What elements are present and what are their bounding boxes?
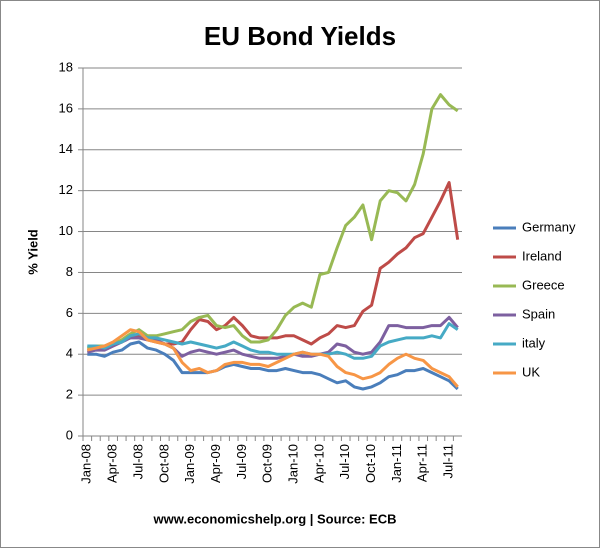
y-tick-label: 8 bbox=[66, 264, 73, 279]
x-tick-label: Oct-08 bbox=[156, 444, 171, 483]
x-tick-label: Jan-09 bbox=[182, 444, 197, 484]
x-tick-label: Apr-09 bbox=[208, 444, 223, 483]
y-tick-label: 10 bbox=[59, 223, 73, 238]
x-tick-label: Jan-11 bbox=[389, 444, 404, 483]
series-line bbox=[87, 340, 459, 391]
x-tick-label: Apr-08 bbox=[105, 444, 120, 483]
y-tick-label: 16 bbox=[59, 100, 73, 115]
y-tick-label: 0 bbox=[66, 427, 73, 442]
x-tick-label: Jul-08 bbox=[130, 444, 145, 479]
x-tick-label: Oct-10 bbox=[363, 444, 378, 483]
y-tick-label: 4 bbox=[66, 346, 73, 361]
source-note: www.economicshelp.org | Source: ECB bbox=[153, 511, 397, 526]
x-tick-label: Oct-09 bbox=[260, 444, 275, 483]
chart-title: EU Bond Yields bbox=[204, 21, 396, 51]
x-tick-label: Jul-10 bbox=[337, 444, 352, 479]
series-line bbox=[86, 328, 459, 388]
legend-label: Spain bbox=[522, 306, 555, 321]
x-tick-label: Jul-11 bbox=[441, 444, 456, 478]
x-tick-label: Jul-09 bbox=[234, 444, 249, 479]
legend-label: Germany bbox=[522, 219, 576, 234]
x-tick-label: Apr-10 bbox=[311, 444, 326, 483]
y-tick-label: 6 bbox=[66, 305, 73, 320]
series-line bbox=[86, 93, 459, 350]
x-tick-label: Jan-08 bbox=[79, 444, 94, 484]
y-tick-label: 14 bbox=[59, 141, 73, 156]
legend-label: Greece bbox=[522, 277, 565, 292]
x-tick-label: Jan-10 bbox=[285, 444, 300, 484]
y-tick-label: 2 bbox=[66, 387, 73, 402]
legend-label: Ireland bbox=[522, 248, 562, 263]
y-tick-label: 18 bbox=[59, 59, 73, 74]
y-tick-label: 12 bbox=[59, 182, 73, 197]
legend-label: italy bbox=[522, 335, 546, 350]
series-line bbox=[87, 322, 459, 360]
y-axis-label: % Yield bbox=[25, 229, 40, 275]
legend-label: UK bbox=[522, 364, 540, 379]
x-tick-label: Apr-11 bbox=[415, 444, 430, 482]
